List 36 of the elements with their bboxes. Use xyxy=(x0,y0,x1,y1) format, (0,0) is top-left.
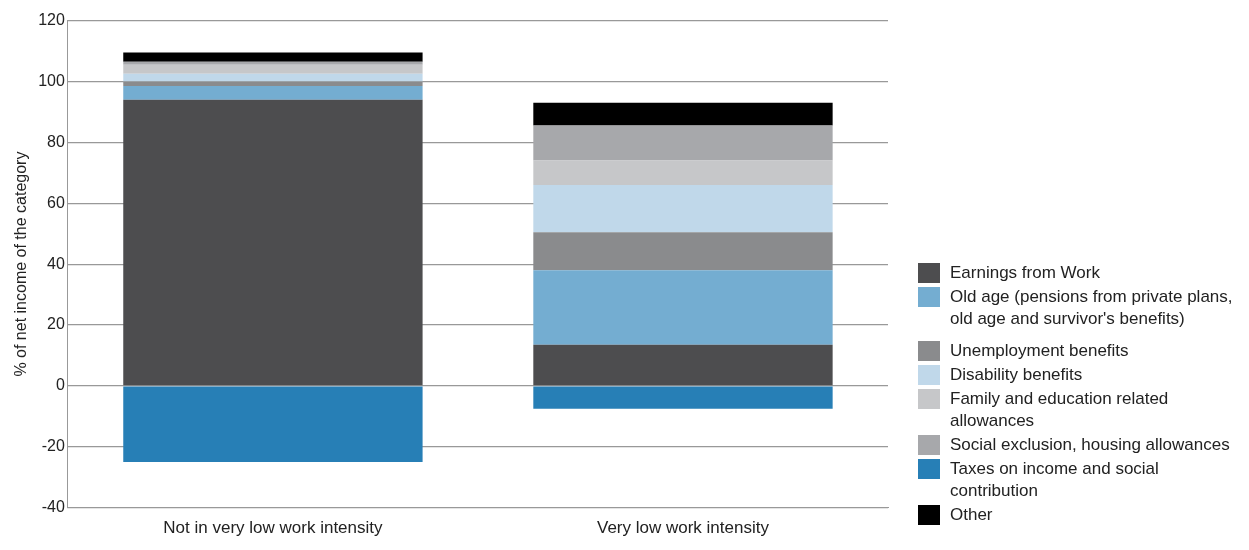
y-axis-title: % of net income of the category xyxy=(12,151,30,377)
bar xyxy=(123,386,423,462)
y-tick-label: 60 xyxy=(47,193,65,211)
bar xyxy=(123,86,423,100)
legend-label: Unemployment benefits xyxy=(950,340,1129,362)
legend-label: Taxes on income and social contribution xyxy=(950,458,1160,502)
bar xyxy=(533,102,833,126)
legend-label: Earnings from Work xyxy=(950,262,1100,284)
legend-label: Social exclusion, housing allowances xyxy=(950,434,1230,456)
bar xyxy=(533,232,833,271)
y-tick-label: 40 xyxy=(47,254,65,272)
bar xyxy=(533,125,833,161)
y-tick-label: 0 xyxy=(55,376,65,394)
x-tick-label: Very low work intensity xyxy=(597,518,770,538)
y-tick-label: 120 xyxy=(38,11,65,29)
y-tick-label: -20 xyxy=(41,437,65,455)
bar xyxy=(123,99,423,386)
x-tick-label: Not in very low work intensity xyxy=(163,518,384,538)
bar xyxy=(533,386,833,409)
legend-label: Disability benefits xyxy=(950,364,1083,386)
bar xyxy=(533,344,833,386)
legend-label: Family and education related allowances xyxy=(950,388,1170,432)
legend-label: Old age (pensions from private plans, old age and survivor's benefits) xyxy=(950,286,1234,330)
bar xyxy=(533,160,833,185)
y-tick-label: 100 xyxy=(38,71,65,89)
legend-label: Other xyxy=(950,504,993,526)
bar xyxy=(123,64,423,74)
y-tick-label: -40 xyxy=(41,498,65,516)
bar xyxy=(123,61,423,65)
y-tick-label: 80 xyxy=(47,132,65,150)
bar xyxy=(123,52,423,62)
bar xyxy=(533,184,833,233)
bar xyxy=(123,73,423,82)
y-tick-label: 20 xyxy=(47,315,65,333)
bar xyxy=(533,270,833,345)
bar xyxy=(123,81,423,87)
